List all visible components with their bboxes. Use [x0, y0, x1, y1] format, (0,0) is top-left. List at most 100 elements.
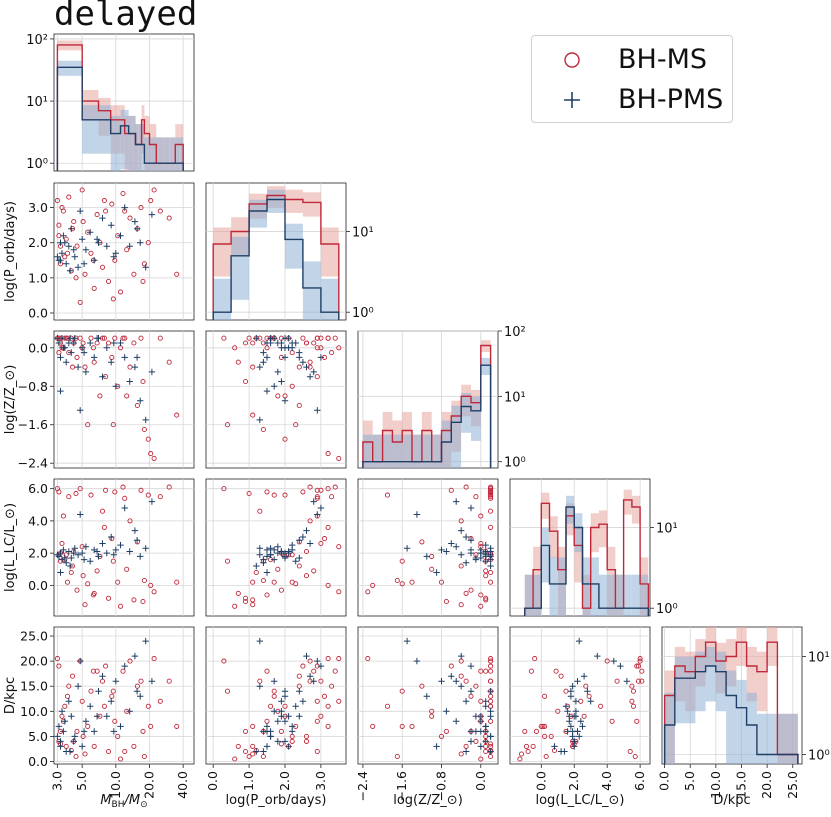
bh-ms-point	[329, 350, 335, 356]
bh-ms-error-band	[302, 192, 321, 217]
bh-ms-point	[300, 663, 306, 669]
bh-pms-point	[112, 678, 119, 685]
bh-pms-point	[577, 718, 584, 725]
bh-ms-point	[232, 756, 238, 762]
bh-pms-point	[467, 738, 475, 745]
bh-ms-point	[268, 703, 274, 709]
bh-pms-error-band	[715, 651, 727, 712]
bh-ms-point	[166, 359, 172, 365]
bh-pms-error-band	[173, 137, 176, 171]
bh-pms-point	[108, 359, 115, 366]
bh-ms-point	[278, 741, 284, 747]
bh-pms-point	[65, 698, 72, 705]
bh-ms-point	[90, 592, 96, 598]
bh-ms-point	[242, 728, 249, 734]
bh-pms-point	[71, 253, 78, 260]
bh-ms-point	[325, 656, 331, 662]
bh-pms-error-band	[154, 137, 157, 171]
bh-pms-point	[77, 511, 84, 518]
bh-pms-point	[63, 260, 70, 267]
bh-ms-point	[140, 378, 146, 385]
bh-ms-point	[148, 582, 154, 588]
bh-ms-point	[59, 540, 65, 547]
bh-pms-point	[443, 708, 450, 715]
bh-pms-point	[477, 554, 484, 562]
bh-pms-error-band	[178, 137, 180, 171]
bh-pms-point	[54, 335, 61, 342]
bh-pms-error-band	[787, 713, 798, 764]
bh-ms-point	[120, 335, 126, 341]
bh-pms-point	[296, 554, 303, 562]
bh-pms-point	[63, 559, 70, 566]
bh-ms-point	[140, 598, 146, 605]
bh-ms-error-band	[213, 227, 232, 277]
bh-pms-point	[580, 673, 588, 680]
bh-pms-point	[112, 383, 119, 390]
y-axis-label-porb: log(P_orb/days)	[3, 201, 18, 302]
bh-ms-point	[488, 569, 494, 576]
bh-pms-point	[87, 229, 94, 236]
bh-pms-point	[617, 662, 624, 670]
bh-ms-point	[91, 743, 97, 749]
bh-pms-point	[274, 718, 281, 725]
bh-ms-point	[260, 426, 266, 433]
bh-ms-point	[639, 668, 645, 674]
hist-y-tick-label: 10¹	[352, 226, 374, 241]
bh-ms-point	[115, 733, 121, 739]
bh-ms-point	[399, 723, 405, 729]
bh-pms-error-band	[164, 137, 166, 171]
bh-ms-point	[82, 751, 88, 757]
bh-ms-point	[120, 484, 126, 490]
bh-pms-point	[482, 558, 489, 565]
bh-ms-point	[112, 489, 118, 495]
bh-ms-point	[131, 271, 137, 277]
bh-pms-point	[314, 657, 321, 665]
bh-pms-error-band	[162, 137, 164, 171]
x-tick-label: 6.0	[632, 771, 647, 791]
bh-ms-point	[94, 212, 100, 218]
bh-ms-point	[523, 743, 530, 749]
bh-ms-point	[250, 340, 256, 346]
bh-pms-error-band	[372, 434, 383, 468]
bh-ms-point	[314, 374, 320, 380]
bh-pms-point	[61, 239, 68, 246]
bh-pms-point	[433, 569, 440, 576]
bh-pms-point	[594, 652, 601, 660]
bh-pms-point	[292, 703, 299, 710]
bh-ms-point	[79, 187, 85, 193]
bh-pms-point	[110, 339, 117, 347]
bh-pms-point	[482, 551, 489, 558]
bh-pms-error-band	[167, 137, 170, 171]
bh-pms-point	[58, 556, 66, 563]
bh-ms-point	[332, 484, 338, 490]
bh-ms-point	[90, 345, 96, 351]
bh-ms-point	[271, 693, 277, 699]
bh-ms-point	[282, 703, 288, 709]
legend-label-pms: BH-PMS	[618, 84, 724, 115]
bh-ms-point	[235, 359, 241, 365]
bh-pms-point	[267, 545, 274, 552]
bh-pms-point	[623, 678, 631, 685]
bh-pms-point	[108, 222, 115, 229]
bh-ms-histogram	[663, 641, 799, 764]
bh-pms-point	[487, 733, 494, 740]
bh-ms-point	[260, 577, 266, 584]
bh-pms-error-band	[767, 713, 778, 764]
bh-ms-point	[332, 335, 338, 341]
bh-ms-point	[429, 713, 435, 719]
bh-pms-error-band	[151, 137, 155, 171]
bh-ms-point	[370, 582, 376, 588]
bh-pms-error-band	[524, 574, 533, 616]
bh-pms-point	[126, 378, 133, 385]
bh-pms-point	[467, 688, 475, 695]
bh-ms-error-band	[590, 513, 599, 553]
bh-pms-error-band	[631, 574, 641, 616]
bh-ms-point	[473, 494, 479, 500]
bh-ms-point	[300, 335, 306, 341]
bh-ms-point	[77, 486, 83, 492]
bh-ms-point	[540, 723, 546, 729]
bh-pms-point	[133, 537, 141, 544]
bh-pms-point	[137, 693, 144, 700]
bh-ms-point	[79, 698, 85, 704]
bh-pms-error-band	[160, 137, 163, 171]
